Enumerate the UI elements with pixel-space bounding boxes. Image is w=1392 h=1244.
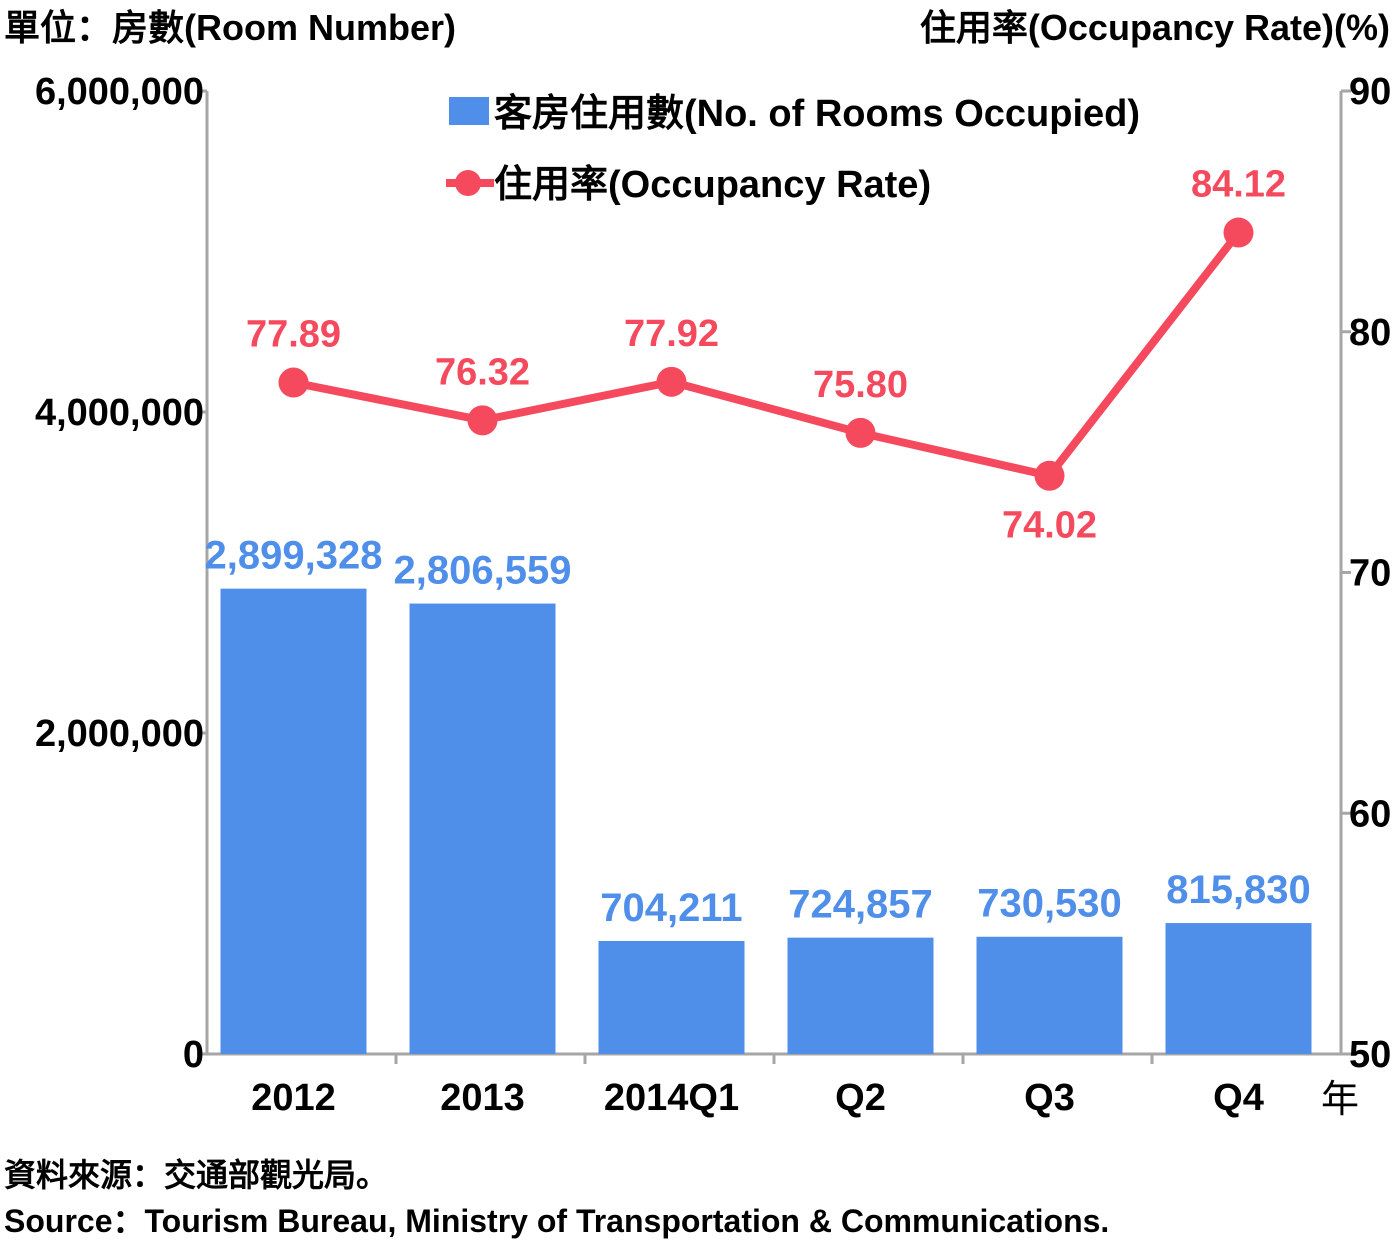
line-series: 77.89 76.32 77.92 75.80 74.02 84.12 [246,164,1286,547]
line-value-label: 75.80 [813,364,908,406]
right-unit-label: 住用率(Occupancy Rate)(%) [920,7,1390,48]
line-value-label: 84.12 [1191,164,1286,206]
line-point [278,367,309,398]
bar [976,936,1123,1054]
left-tick-label: 2,000,000 [35,713,204,755]
line-point [656,366,687,397]
bar-value-label: 704,211 [600,886,742,930]
line-point [1223,217,1254,248]
legend-line-marker [455,170,481,196]
x-tick-label: Q4 [1213,1077,1264,1119]
bar [598,940,745,1054]
legend-bar-label: 客房住用數(No. of Rooms Occupied) [494,92,1140,135]
occupancy-line [292,230,1242,480]
bar-value-label: 724,857 [788,883,933,927]
bar [1165,923,1312,1054]
x-tick-label: Q2 [835,1077,886,1119]
x-tick-label: Q3 [1024,1077,1075,1119]
bar-value-label: 730,530 [977,882,1122,926]
line-value-label: 76.32 [435,351,530,393]
bar [220,588,367,1054]
bar [409,603,556,1054]
bar-value-label: 2,806,559 [394,549,572,593]
right-tick-label: 80 [1349,312,1391,354]
x-tick-label: 2013 [440,1077,525,1119]
left-tick-label: 6,000,000 [35,71,204,113]
source-zh: 資料來源：交通部觀光局。 [4,1157,388,1193]
legend-line-label: 住用率(Occupancy Rate) [494,164,931,206]
right-tick-label: 50 [1349,1034,1391,1076]
x-axis-suffix: 年 [1321,1079,1359,1121]
legend-bar-swatch [449,97,489,125]
bar-series: 2,899,328 2,806,559 704,211 724,857 730,530 8… [205,534,1312,1054]
x-tick-label: 2014Q1 [604,1077,739,1119]
legend: 客房住用數(No. of Rooms Occupied) 住用率(Occupanc… [446,92,1140,206]
line-value-label: 74.02 [1002,505,1097,547]
bar-value-label: 2,899,328 [205,534,383,578]
line-point [467,405,498,436]
right-tick-label: 90 [1349,71,1391,113]
source-en: Source：Tourism Bureau, Ministry of Trans… [4,1203,1109,1239]
left-tick-label: 4,000,000 [35,392,204,434]
bar [787,937,934,1054]
right-tick-label: 70 [1349,553,1391,595]
line-value-label: 77.89 [246,314,341,356]
bar-value-label: 815,830 [1166,868,1311,912]
left-unit-label: 單位：房數(Room Number) [4,7,456,48]
line-point [1034,460,1065,491]
right-tick-label: 60 [1349,793,1391,835]
axes: 0 2,000,000 4,000,000 6,000,000 50 60 70 80 90 20… [35,71,1391,1119]
x-tick-label: 2012 [251,1077,336,1119]
line-value-label: 77.92 [624,313,719,355]
left-tick-label: 0 [183,1034,204,1076]
line-point [845,417,876,448]
